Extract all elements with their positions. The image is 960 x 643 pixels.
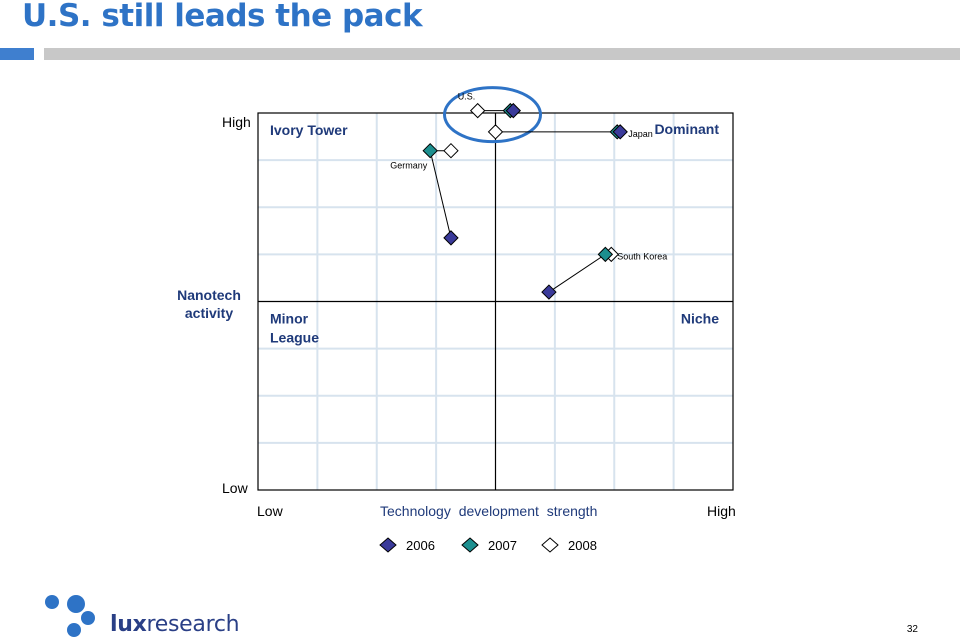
highlight-ellipse	[443, 86, 542, 144]
quadrant-label-top-right: Dominant	[654, 121, 719, 137]
quadrant-label-bottom-left: Minor	[270, 311, 309, 327]
country-label-south-korea: South Korea	[617, 251, 667, 261]
marker-japan-2006	[612, 124, 628, 140]
x-axis-title: Technology development strength	[380, 503, 598, 519]
legend-label-2007: 2007	[488, 538, 517, 553]
logo-text: luxresearch	[110, 612, 240, 637]
quadrant-label-bottom-left: League	[270, 330, 319, 346]
page-number: 32	[906, 624, 918, 635]
quadrant-label-bottom-right: Niche	[681, 311, 719, 327]
marker-south-korea-2006	[541, 284, 557, 300]
marker-u-s--2006	[505, 102, 522, 119]
marker-south-korea-2007	[597, 246, 614, 263]
marker-japan-2008	[487, 124, 504, 140]
y-axis-high-label: High	[222, 114, 251, 130]
quadrant-label-top-left: Ivory Tower	[270, 122, 348, 138]
luxresearch-logo: luxresearch	[40, 592, 240, 638]
marker-germany-2007	[422, 142, 438, 159]
country-label-u-s-: U.S.	[458, 92, 476, 102]
x-axis-high-label: High	[707, 503, 736, 519]
y-axis-title: Nanotech activity	[177, 287, 241, 321]
legend-marker-2008	[541, 537, 559, 553]
logo-text-bold: lux	[110, 612, 147, 637]
y-axis-low-label: Low	[222, 480, 248, 496]
marker-u-s--2008	[469, 102, 486, 119]
title-divider-bar	[44, 48, 960, 60]
slide-title: U.S. still leads the pack	[22, 0, 423, 34]
x-axis-low-label: Low	[257, 503, 283, 519]
marker-germany-2006	[443, 230, 459, 246]
logo-dots-icon	[45, 595, 95, 637]
legend-label-2008: 2008	[568, 538, 597, 553]
title-accent-bar	[0, 48, 34, 60]
country-label-germany: Germany	[390, 161, 428, 171]
plot-frame	[257, 112, 734, 491]
legend-marker-2006	[379, 537, 397, 553]
marker-germany-2008	[443, 142, 459, 159]
legend-marker-2007	[461, 537, 479, 553]
country-label-japan: Japan	[628, 129, 653, 139]
logo-text-regular: research	[146, 612, 240, 637]
legend-label-2006: 2006	[406, 538, 435, 553]
